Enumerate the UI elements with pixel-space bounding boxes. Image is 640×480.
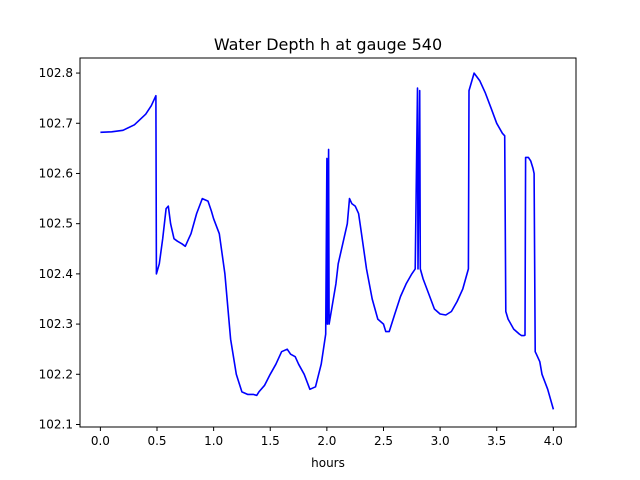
plot-frame — [79, 57, 577, 428]
y-tick-label: 102.5 — [39, 217, 73, 231]
y-axis: 102.1 102.2 102.3 102.4 102.5 102.6 102.7 102.8 — [39, 66, 80, 431]
series-layer — [100, 72, 555, 410]
x-axis-label: hours — [311, 456, 345, 470]
x-tick-label: 3.5 — [487, 434, 506, 448]
y-tick-label: 102.3 — [39, 317, 73, 331]
x-axis: 0.0 0.5 1.0 1.5 2.0 2.5 3.0 3.5 4.0 — [91, 427, 563, 448]
x-tick-label: 2.5 — [374, 434, 393, 448]
x-tick-label: 0.0 — [91, 434, 110, 448]
x-tick-label: 3.0 — [431, 434, 450, 448]
chart-title: Water Depth h at gauge 540 — [214, 35, 442, 54]
y-tick-label: 102.1 — [39, 417, 73, 431]
x-tick-label: 0.5 — [147, 434, 166, 448]
y-tick-label: 102.7 — [39, 116, 73, 130]
x-tick-label: 1.0 — [204, 434, 223, 448]
y-tick-label: 102.4 — [39, 267, 73, 281]
x-tick-label: 1.5 — [261, 434, 280, 448]
y-tick-label: 102.8 — [39, 66, 73, 80]
y-tick-label: 102.6 — [39, 166, 73, 180]
series-line — [100, 72, 555, 410]
y-tick-label: 102.2 — [39, 367, 73, 381]
x-tick-label: 2.0 — [317, 434, 336, 448]
x-tick-label: 4.0 — [544, 434, 563, 448]
